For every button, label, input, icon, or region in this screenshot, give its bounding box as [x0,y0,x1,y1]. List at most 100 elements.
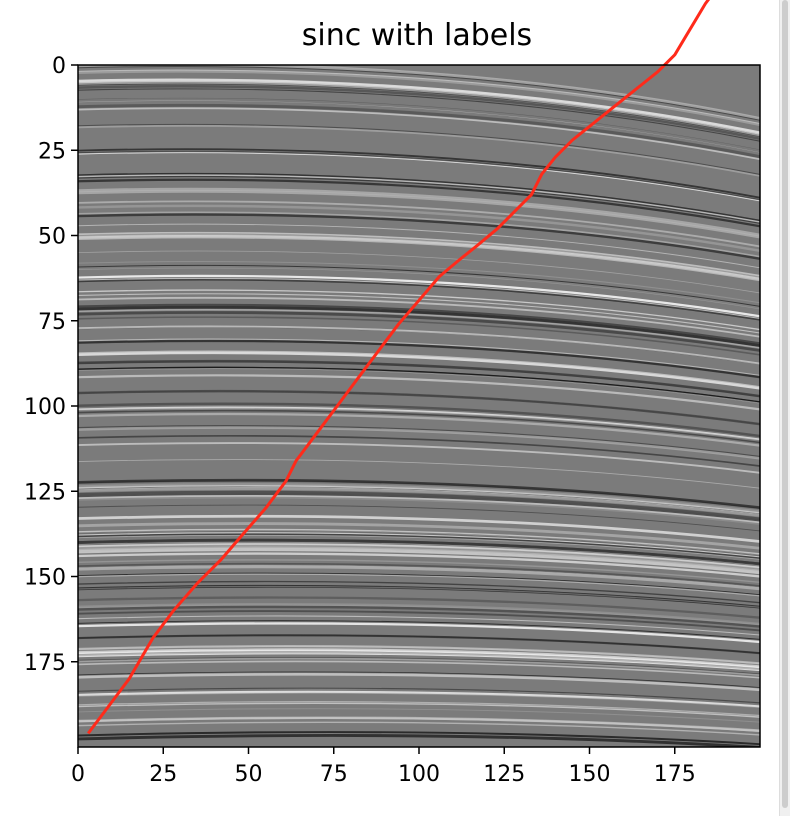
x-axis: 0 25 50 75 100 125 150 175 [71,747,696,787]
stripe [78,305,760,347]
stripe [78,178,760,228]
stripe [78,426,760,460]
y-tick-label: 100 [24,395,66,420]
stripe [78,265,760,310]
stripe [78,150,760,201]
stripe [78,459,760,489]
stripe [78,296,760,338]
vertical-scrollbar[interactable] [779,0,790,816]
stripe [78,701,760,717]
y-tick-label: 175 [24,651,66,676]
stripe [78,124,760,177]
stripe [78,173,760,223]
stripe [78,434,760,467]
stripe [78,123,760,175]
y-axis: 0 25 50 75 100 125 150 175 [24,54,78,676]
stripe [78,483,760,514]
x-tick-label: 100 [398,762,440,787]
stripe [78,316,760,356]
stripe [78,687,760,704]
stripe [78,351,760,390]
stripe [78,311,760,352]
stripe [78,649,760,669]
image-background [78,65,760,747]
y-tick-label: 75 [38,310,66,335]
stripe [78,671,760,688]
stripe [78,543,760,569]
stripe [78,289,760,331]
stripe [78,734,760,747]
x-tick-label: 25 [149,762,177,787]
stripe [78,731,760,746]
stripe [78,552,760,578]
stripe [78,605,760,628]
stripe [78,533,760,559]
stripe [78,716,760,732]
stripe [78,585,760,608]
stripe [78,580,760,604]
x-tick-label: 150 [569,762,611,787]
x-tick-label: 50 [235,762,263,787]
stripe [78,65,760,120]
stripe [78,492,760,522]
stripe [78,70,760,127]
stripe [78,522,760,550]
stripe [78,504,760,532]
seismic-stripes [78,65,760,747]
stripe [78,368,760,404]
stripe [78,350,760,388]
stripe [78,303,760,345]
x-tick-label: 75 [320,762,348,787]
stripe [78,530,760,557]
stripe [78,721,760,736]
stripe [78,200,760,248]
overlay-line [87,0,711,735]
stripe [78,233,760,279]
stripe [78,374,760,411]
stripe [78,702,760,718]
plot-area [77,0,761,748]
scrollbar-thumb[interactable] [782,0,788,808]
stripe [78,402,760,438]
stripe [78,187,760,237]
stripe [78,231,760,277]
stripe [78,478,760,509]
stripe [78,389,760,426]
stripe [78,622,760,644]
stripe [78,325,760,365]
stripe [78,293,760,334]
stripe [78,65,760,121]
stripe [78,604,760,626]
stripe [78,360,760,398]
y-tick-label: 125 [24,480,66,505]
stripe [78,672,760,692]
stripe [78,339,760,379]
y-tick-label: 150 [24,566,66,591]
y-tick-label: 0 [52,54,66,79]
y-tick-label: 25 [38,139,66,164]
stripe [78,172,760,222]
stripe [78,538,760,566]
stripe [78,596,760,619]
stripe [78,490,760,520]
stripe [78,97,760,153]
stripe [78,338,760,377]
stripe [78,103,760,159]
stripe [78,660,760,679]
stripe [78,528,760,555]
stripe [78,610,760,632]
stripe [78,359,760,396]
stripe [78,189,760,239]
stripe [78,223,760,269]
stripe [78,692,760,709]
stripe [78,645,760,665]
stripe [78,82,760,137]
stripe [78,408,760,444]
stripe [78,107,760,161]
stripe [78,278,760,321]
stripe [78,85,760,141]
stripe [78,559,760,584]
stripe [78,634,760,655]
stripe [78,83,760,138]
stripe [78,250,760,294]
